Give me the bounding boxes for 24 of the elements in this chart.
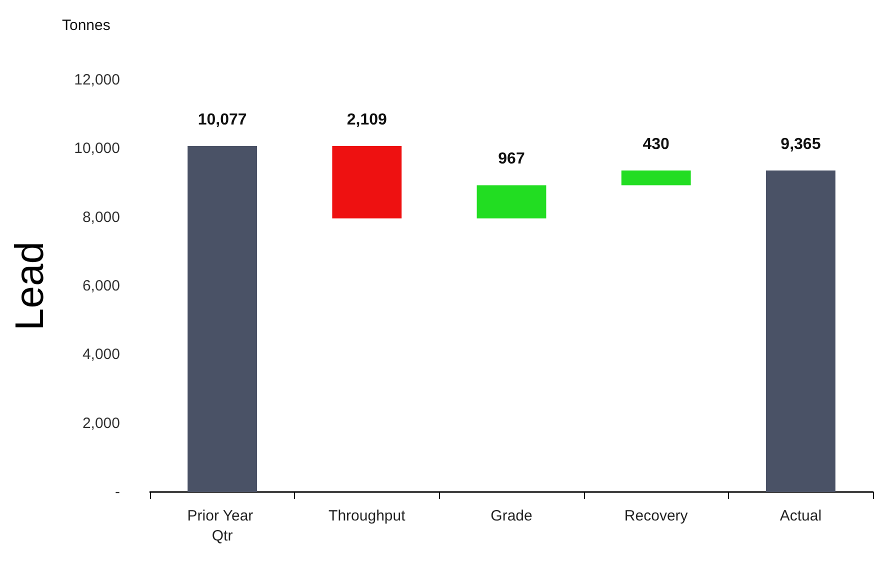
bar <box>766 170 836 492</box>
x-tick-label: Throughput <box>328 508 406 524</box>
y-tick-label: 8,000 <box>82 208 120 226</box>
data-label: 9,365 <box>780 136 821 153</box>
bar <box>188 146 258 492</box>
y-tick-label: 6,000 <box>82 278 120 294</box>
text: Tonnes <box>62 17 110 34</box>
x-tick-label: Recovery <box>624 508 688 524</box>
data-label: 967 <box>498 150 525 168</box>
x-tick-label: Actual <box>780 508 822 524</box>
bar <box>332 146 402 218</box>
y-tick-label: 12,000 <box>74 72 120 88</box>
x-tick-label: Prior Year Qtr <box>187 508 258 544</box>
y-tick-label: 2,000 <box>82 414 120 432</box>
bar <box>621 170 691 186</box>
x-tick-label: Grade <box>490 508 532 524</box>
data-label: 430 <box>642 136 670 153</box>
data-label: 2,109 <box>346 112 388 129</box>
bar <box>476 185 546 218</box>
y-tick-label: 10,000 <box>74 140 120 158</box>
y-tick-label: - <box>115 484 120 500</box>
data-label: 10,077 <box>198 112 247 129</box>
y-axis-title: Lead <box>8 242 52 330</box>
y-tick-label: 4,000 <box>82 346 120 364</box>
